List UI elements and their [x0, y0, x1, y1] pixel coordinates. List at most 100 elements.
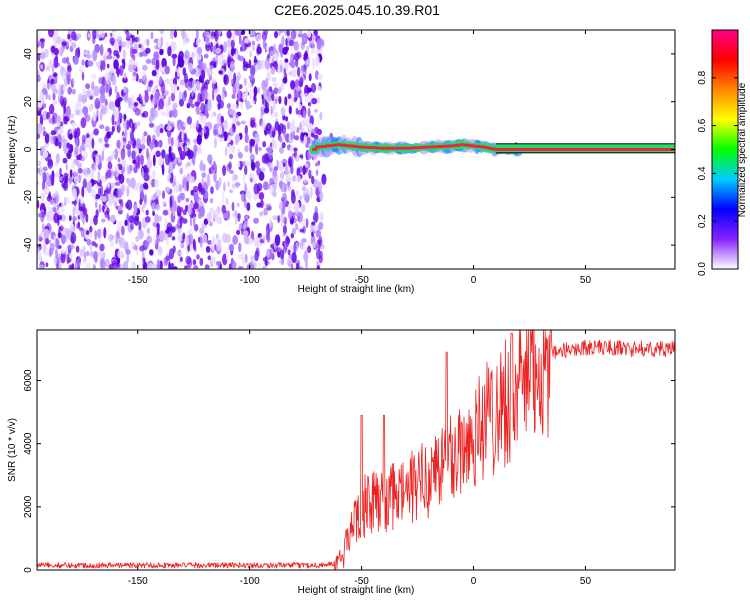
spectrogram-noise-cell [117, 249, 123, 259]
spectrogram-noise-cell [57, 214, 60, 227]
spectrogram-noise-cell [182, 174, 188, 187]
spectrogram-noise-cell [97, 228, 102, 239]
spectrogram-noise-cell [140, 150, 144, 156]
spectrogram-noise-cell [98, 203, 102, 213]
spectrogram-noise-cell [290, 30, 297, 40]
snr-chart: -150 -100 -50 0 50 0 2000 4000 6000 Height of s… [7, 329, 676, 596]
spectrogram-noise-cell [291, 68, 297, 78]
spectrogram-noise-cell [205, 43, 211, 52]
spectrogram-noise-cell [263, 30, 269, 36]
spectrogram-noise-cell [232, 235, 238, 245]
spectrogram-noise-cell [89, 225, 93, 233]
spectrogram-noise-cell [98, 137, 103, 144]
spectrogram-noise-cell [92, 264, 96, 269]
spectrogram-noise-cell [190, 243, 193, 253]
spectrogram-noise-cell [287, 156, 294, 168]
spectrogram-noise-cell [176, 86, 180, 91]
spectrogram-noise-cell [37, 202, 40, 209]
spectrogram-noise-cell [307, 102, 312, 107]
spectrogram-noise-cell [102, 142, 106, 152]
spectrogram-noise-cell [302, 109, 306, 119]
spectrogram-noise-cell [55, 153, 60, 164]
spectrogram-noise-cell [115, 236, 119, 245]
spectrogram-noise-cell [102, 251, 106, 260]
spectrogram-noise-cell [254, 250, 259, 262]
spectrogram-noise-cell [59, 167, 62, 176]
spectrogram-noise-cell [40, 146, 44, 157]
spectrogram-noise-cell [242, 230, 249, 237]
spectrogram-noise-cell [100, 175, 107, 184]
spectrogram-noise-cell [179, 79, 186, 86]
spectrogram-noise-cell [66, 56, 70, 65]
spectrogram-noise-cell [192, 160, 195, 167]
colorbar-frame [711, 29, 739, 270]
spectrogram-noise-cell [116, 124, 121, 134]
spectrogram-noise-cell [71, 263, 75, 269]
spectrogram-noise-cell [315, 229, 322, 238]
spectrogram-noise-cell [173, 30, 178, 38]
spectrogram-noise-cell [205, 34, 210, 46]
spectrogram-noise-cell [210, 60, 216, 65]
spectrogram-noise-cell [227, 134, 231, 144]
spectrogram-noise-cell [214, 30, 219, 42]
spectrogram-noise-cell [299, 165, 303, 173]
spectrogram-noise-cell [173, 200, 177, 212]
spectrogram-noise-cell [170, 262, 175, 269]
spectrogram-noise-cell [65, 163, 69, 171]
spectrogram-noise-cell [78, 153, 83, 161]
spectrogram-noise-cell [155, 59, 160, 70]
spectrogram-noise-cell [303, 175, 308, 184]
spectrogram-noise-cell [293, 97, 297, 103]
spectrogram-noise-cell [130, 177, 136, 189]
spectrogram-noise-cell [72, 206, 76, 217]
spectrogram-noise-cell [195, 80, 200, 92]
spectrogram-noise-cell [106, 169, 112, 179]
spectrogram-noise-cell [139, 198, 143, 205]
spectrogram-noise-cell [167, 46, 172, 57]
spectrogram-noise-cell [249, 30, 255, 37]
spectrogram-noise-cell [237, 89, 241, 101]
spectrogram-noise-cell [81, 134, 86, 143]
spectrogram-noise-cell [295, 223, 299, 231]
spectrogram-noise-cell [111, 125, 115, 133]
spectrogram-noise-cell [265, 255, 268, 267]
spectrogram-noise-cell [310, 171, 314, 176]
spectrogram-noise-cell [111, 75, 117, 86]
spectrogram-x-tick-label: -150 [128, 275, 148, 286]
spectrogram-noise-cell [69, 252, 73, 260]
spectrogram-noise-cell [114, 85, 118, 95]
spectrogram-noise-cell [281, 35, 285, 47]
spectrogram-noise-cell [114, 98, 121, 108]
snr-series-line [37, 330, 675, 570]
spectrogram-noise-cell [126, 143, 132, 150]
spectrogram-noise-cell [101, 149, 105, 162]
spectrogram-noise-cell [143, 164, 148, 174]
spectrogram-noise-cell [42, 150, 49, 158]
spectrogram-noise-cell [262, 235, 266, 241]
spectrogram-noise-cell [215, 233, 219, 240]
spectrogram-noise-cell [94, 193, 101, 200]
spectrogram-noise-cell [255, 143, 259, 155]
spectrogram-noise-cell [151, 97, 157, 106]
spectrogram-noise-cell [66, 142, 71, 149]
spectrogram-noise-cell [113, 148, 119, 160]
spectrogram-noise-cell [300, 119, 306, 128]
spectrogram-noise-cell [68, 215, 72, 222]
spectrogram-noise-cell [176, 250, 182, 256]
spectrogram-noise-cell [286, 30, 290, 37]
spectrogram-noise-cell [244, 145, 249, 153]
spectrogram-noise-cell [248, 81, 253, 89]
spectrogram-noise-cell [229, 153, 234, 160]
spectrogram-noise-cell [186, 161, 191, 167]
spectrogram-noise-cell [319, 190, 324, 202]
spectrogram-noise-cell [298, 103, 302, 111]
spectrogram-noise-cell [249, 138, 256, 146]
spectrogram-noise-cell [194, 224, 199, 232]
spectrogram-noise-cell [188, 96, 193, 106]
spectrogram-noise-cell [281, 182, 285, 193]
spectrogram-noise-cell [288, 39, 295, 47]
spectrogram-noise-cell [272, 190, 277, 198]
spectrogram-noise-cell [227, 45, 232, 55]
spectrogram-noise-cell [246, 202, 251, 211]
spectrogram-noise-cell [282, 128, 286, 136]
